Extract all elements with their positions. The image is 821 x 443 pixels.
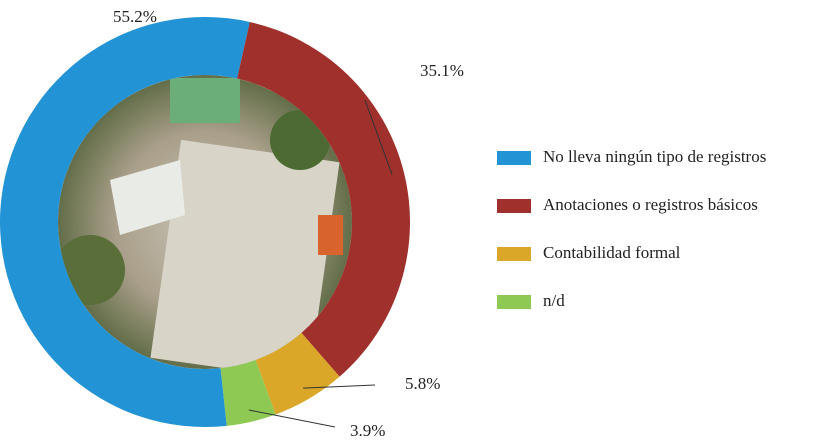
leader-line	[248, 409, 336, 428]
legend-label: Contabilidad formal	[543, 243, 681, 262]
donut-slice	[237, 21, 410, 377]
legend-label: n/d	[543, 291, 565, 310]
legend-label: Anotaciones o registros básicos	[543, 195, 758, 214]
legend-swatch	[497, 151, 531, 165]
donut-slice	[220, 360, 276, 426]
legend-swatch	[497, 199, 531, 213]
center-photo	[58, 75, 352, 369]
data-label: 55.2%	[113, 7, 157, 26]
leader-line	[303, 384, 376, 389]
leader-line	[364, 99, 393, 175]
donut-slice	[255, 332, 340, 415]
legend-swatch	[497, 247, 531, 261]
legend-label: No lleva ningún tipo de registros	[543, 147, 766, 166]
data-label: 3.9%	[350, 421, 385, 440]
data-label: 35.1%	[420, 61, 464, 80]
data-label: 5.8%	[405, 374, 440, 393]
donut-slice	[0, 17, 250, 427]
legend-swatch	[497, 295, 531, 309]
